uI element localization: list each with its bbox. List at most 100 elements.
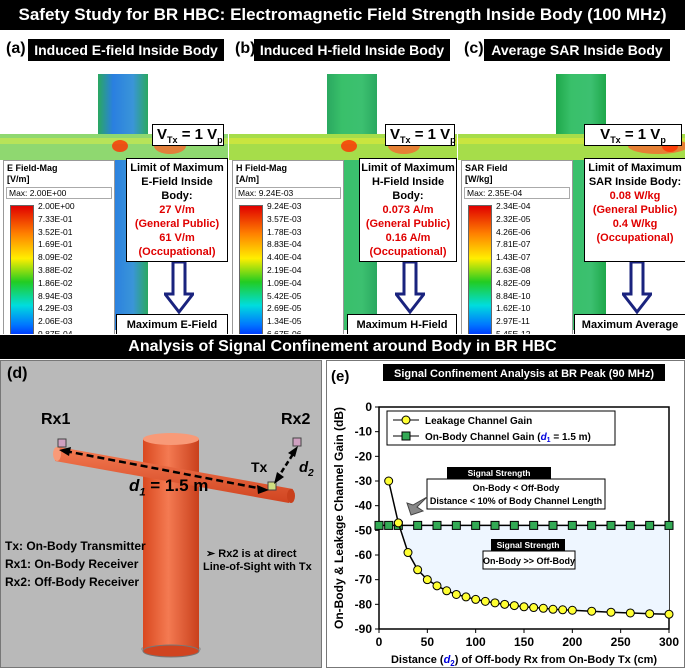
x-axis-label-post: ) of Off-body Rx from On-Body Tx (cm) bbox=[455, 654, 658, 666]
x-tick-label: 300 bbox=[659, 635, 679, 649]
on-body-point bbox=[432, 520, 442, 530]
vtx-box: VTx = 1 Vp bbox=[152, 124, 224, 146]
colorbar bbox=[239, 205, 263, 334]
legend-onbody-label-part: On-Body Channel Gain ( bbox=[425, 432, 541, 443]
on-body-point bbox=[384, 520, 394, 530]
y-tick-label: -80 bbox=[355, 597, 373, 611]
down-arrow-icon bbox=[164, 262, 194, 314]
annotation1-head-bar bbox=[447, 467, 551, 479]
legend-rx1: Rx1: On-Body Receiver bbox=[5, 557, 139, 571]
colorbar-tick: 2.19E-04 bbox=[267, 265, 302, 275]
arm-end-left bbox=[53, 447, 61, 461]
limit-general-public-label: (General Public) bbox=[365, 218, 451, 230]
panel-label: (a) bbox=[6, 40, 26, 57]
leakage-point bbox=[509, 601, 519, 611]
on-body-point bbox=[567, 520, 577, 530]
colorbar-tick: 2.63E-08 bbox=[496, 265, 531, 275]
colorbar-tick: 3.52E-01 bbox=[38, 226, 73, 237]
on-body-point bbox=[664, 520, 674, 530]
colorbar-tick: 1.09E-04 bbox=[267, 277, 302, 288]
legend-tx: Tx: On-Body Transmitter bbox=[5, 539, 146, 553]
leakage-point bbox=[403, 548, 413, 558]
limit-occupational-label: (Occupational) bbox=[138, 246, 216, 258]
vtx-v: V bbox=[600, 126, 611, 143]
x-axis-label-var: d bbox=[444, 654, 451, 666]
d1-var: d bbox=[129, 476, 140, 495]
colorbar-tick: 8.94E-03 bbox=[38, 290, 73, 301]
colorbar-legend: H Field-Mag [A/m] Max: 9.24E-03 9.24E-03 3… bbox=[232, 160, 344, 334]
legend-unit: [A/m] bbox=[236, 174, 259, 184]
panel-label: (c) bbox=[464, 40, 484, 57]
legend-max: Max: 9.24E-03 bbox=[235, 187, 341, 199]
colorbar-tick: 2.69E-05 bbox=[267, 303, 302, 314]
panel-title: Average SAR Inside Body bbox=[484, 39, 670, 61]
d1-label: d1 = 1.5 m bbox=[129, 476, 208, 498]
rx2-label: Rx2 bbox=[281, 411, 311, 428]
leakage-point bbox=[606, 607, 616, 617]
legend-onbody-label: On-Body Channel Gain (d1 = 1.5 m) bbox=[425, 432, 591, 444]
colorbar bbox=[10, 205, 34, 334]
limit-general-public-value: 27 V/m bbox=[159, 204, 195, 216]
on-body-point bbox=[451, 520, 461, 530]
torso-top bbox=[143, 433, 199, 445]
legend-leakage-label: Leakage Channel Gain bbox=[425, 416, 532, 427]
chart-legend bbox=[386, 410, 616, 446]
d1-sub: 1 bbox=[139, 486, 146, 499]
maximum-value-box: Maximum Average SAR Inside Body: 2.35 × … bbox=[574, 314, 685, 334]
x-axis-label-sub: 2 bbox=[450, 659, 455, 667]
leakage-point bbox=[529, 603, 539, 613]
vtx-box: VTx = 1 Vp bbox=[584, 124, 682, 146]
chart-title: Signal Confinement Analysis at BR Peak (… bbox=[394, 368, 654, 380]
colorbar-tick: 1.86E-02 bbox=[38, 277, 73, 288]
x-tick-label: 200 bbox=[562, 635, 582, 649]
y-tick-label: 0 bbox=[365, 400, 372, 414]
y-tick-label: -40 bbox=[355, 499, 373, 513]
leakage-point bbox=[442, 586, 452, 596]
colorbar-tick: 1.78E-03 bbox=[267, 226, 302, 237]
colorbar-tick: 3.88E-02 bbox=[38, 265, 73, 275]
vtx-equals: = 1 V bbox=[177, 126, 218, 143]
d2-var: d bbox=[299, 459, 309, 476]
on-body-point bbox=[548, 520, 558, 530]
limit-occupational-value: 0.16 A/m bbox=[385, 232, 431, 244]
panel-title: Induced H-field Inside Body bbox=[254, 39, 450, 61]
on-body-point bbox=[509, 520, 519, 530]
leakage-point bbox=[451, 589, 461, 599]
vtx-v: V bbox=[390, 126, 401, 143]
colorbar-legend: E Field-Mag [V/m] Max: 2.00E+00 2.00E+00 7… bbox=[3, 160, 115, 334]
colorbar-tick: 6.67E-06 bbox=[267, 329, 302, 334]
annotation2-head: Signal Strength bbox=[497, 540, 560, 550]
leakage-point bbox=[384, 476, 394, 486]
legend-quantity: E Field-Mag bbox=[7, 163, 58, 173]
limit-occupational-value: 0.4 W/kg bbox=[612, 218, 658, 230]
colorbar-tick: 7.33E-01 bbox=[38, 213, 73, 224]
y-tick-label: -60 bbox=[355, 548, 373, 562]
max-heading: Maximum Average SAR Inside Body: bbox=[581, 319, 679, 334]
legend-title: SAR Field [W/kg] bbox=[465, 163, 508, 185]
rx1-label: Rx1 bbox=[41, 411, 71, 428]
annotation2-head-bar bbox=[491, 539, 565, 551]
annotation2-box bbox=[482, 550, 576, 570]
leakage-point bbox=[558, 605, 568, 615]
vtx-equals: = 1 V bbox=[620, 126, 661, 143]
safety-limit-box: Limit of Maximum H-Field Inside Body: 0.… bbox=[359, 158, 457, 262]
y-tick-label: -10 bbox=[355, 425, 373, 439]
field-panel-1: (b) Induced H-field Inside Body bbox=[229, 34, 457, 334]
on-body-point bbox=[413, 520, 423, 530]
colorbar-legend: SAR Field [W/kg] Max: 2.35E-04 2.34E-04 2.… bbox=[461, 160, 573, 334]
limit-general-public-label: (General Public) bbox=[134, 218, 220, 230]
legend-unit: [V/m] bbox=[7, 174, 30, 184]
x-tick-label: 100 bbox=[466, 635, 486, 649]
colorbar-tick: 8.09E-02 bbox=[38, 252, 73, 263]
vtx-sub-p: p bbox=[217, 135, 223, 145]
note-line1: ➢ Rx2 is at direct bbox=[206, 548, 297, 560]
on-body-point bbox=[625, 520, 635, 530]
y-tick-label: -20 bbox=[355, 449, 373, 463]
d2-dashed-line bbox=[275, 450, 297, 480]
limit-general-public-label: (General Public) bbox=[592, 204, 678, 216]
on-body-point bbox=[606, 520, 616, 530]
tx-marker bbox=[267, 481, 277, 491]
colorbar-tick: 4.40E-04 bbox=[267, 252, 302, 263]
colorbar-tick: 5.42E-05 bbox=[267, 290, 302, 301]
colorbar-tick: 2.34E-04 bbox=[496, 201, 531, 211]
